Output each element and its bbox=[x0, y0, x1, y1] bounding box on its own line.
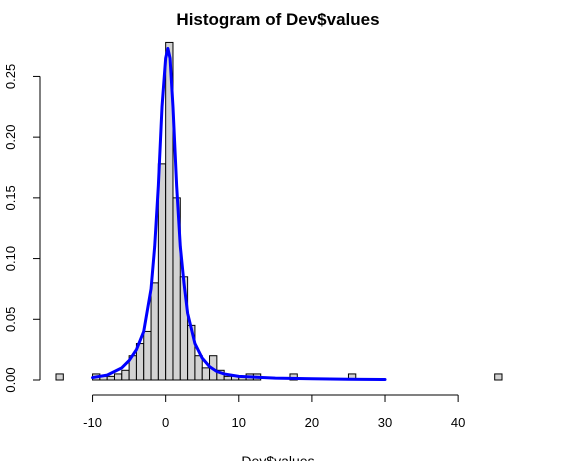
bars-group bbox=[55, 41, 503, 381]
x-tick-label: 40 bbox=[451, 415, 465, 430]
histogram-bar bbox=[143, 330, 152, 381]
y-tick-label: 0.15 bbox=[3, 185, 18, 210]
histogram-bar bbox=[150, 282, 159, 381]
histogram-bar bbox=[494, 373, 503, 381]
x-tick-label: 20 bbox=[305, 415, 319, 430]
histogram-bar bbox=[194, 355, 203, 381]
y-tick-label: 0.00 bbox=[3, 367, 18, 392]
x-tick-label: -10 bbox=[83, 415, 102, 430]
histogram-bar bbox=[201, 367, 211, 381]
density-curve-group bbox=[91, 47, 387, 382]
histogram-bar bbox=[157, 163, 167, 381]
x-tick-label: 30 bbox=[378, 415, 392, 430]
x-tick-label: 10 bbox=[232, 415, 246, 430]
histogram-bar bbox=[113, 373, 123, 381]
x-axis: -10 0 10 20 30 40 bbox=[83, 394, 465, 430]
histogram-bar bbox=[121, 369, 130, 381]
chart-title: Histogram of Dev$values bbox=[176, 10, 379, 29]
histogram-bar bbox=[223, 375, 232, 381]
density-curve-line bbox=[91, 47, 387, 382]
histogram-bar bbox=[55, 373, 64, 381]
histogram-bar bbox=[106, 375, 115, 381]
y-axis: 0.00 0.05 0.10 0.15 0.20 0.25 bbox=[3, 64, 41, 393]
y-tick-label: 0.20 bbox=[3, 124, 18, 149]
y-tick-label: 0.10 bbox=[3, 246, 18, 271]
x-axis-label: Dev$values bbox=[241, 453, 314, 461]
x-tick-label: 0 bbox=[162, 415, 169, 430]
y-tick-label: 0.25 bbox=[3, 64, 18, 89]
y-tick-label: 0.05 bbox=[3, 307, 18, 332]
